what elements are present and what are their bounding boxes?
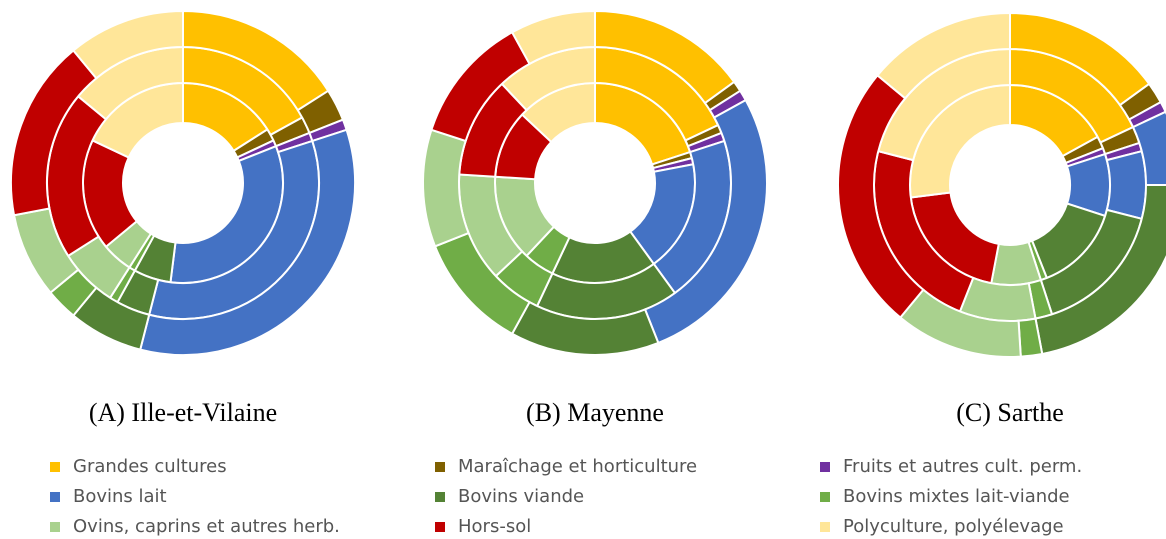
legend-swatch bbox=[820, 522, 830, 532]
legend-swatch bbox=[50, 522, 60, 532]
donut-segment bbox=[71, 9, 184, 80]
legend-label: Bovins viande bbox=[458, 486, 584, 507]
legend-label: Bovins lait bbox=[73, 486, 167, 507]
donut-segment bbox=[876, 11, 1011, 100]
legend-label: Fruits et autres cult. perm. bbox=[843, 456, 1082, 477]
legend-label: Hors-sol bbox=[458, 516, 531, 537]
legend-label: Polyculture, polyélevage bbox=[843, 516, 1064, 537]
legend-label: Bovins mixtes lait-viande bbox=[843, 486, 1070, 507]
legend-swatch bbox=[50, 462, 60, 472]
legend-swatch bbox=[435, 522, 445, 532]
legend-label: Maraîchage et horticulture bbox=[458, 456, 697, 477]
legend-label: Ovins, caprins et autres herb. bbox=[73, 516, 340, 537]
legend-swatch bbox=[435, 462, 445, 472]
chart-title: (A) Ille-et-Vilaine bbox=[89, 398, 277, 427]
chart-title: (C) Sarthe bbox=[956, 398, 1064, 427]
donut-segment bbox=[1105, 149, 1148, 221]
legend-swatch bbox=[820, 492, 830, 502]
legend-swatch bbox=[820, 462, 830, 472]
legend-swatch bbox=[50, 492, 60, 502]
donut-segment bbox=[510, 9, 596, 66]
legend-label: Grandes cultures bbox=[73, 456, 227, 477]
chart-title: (B) Mayenne bbox=[526, 398, 664, 427]
legend-swatch bbox=[435, 492, 445, 502]
